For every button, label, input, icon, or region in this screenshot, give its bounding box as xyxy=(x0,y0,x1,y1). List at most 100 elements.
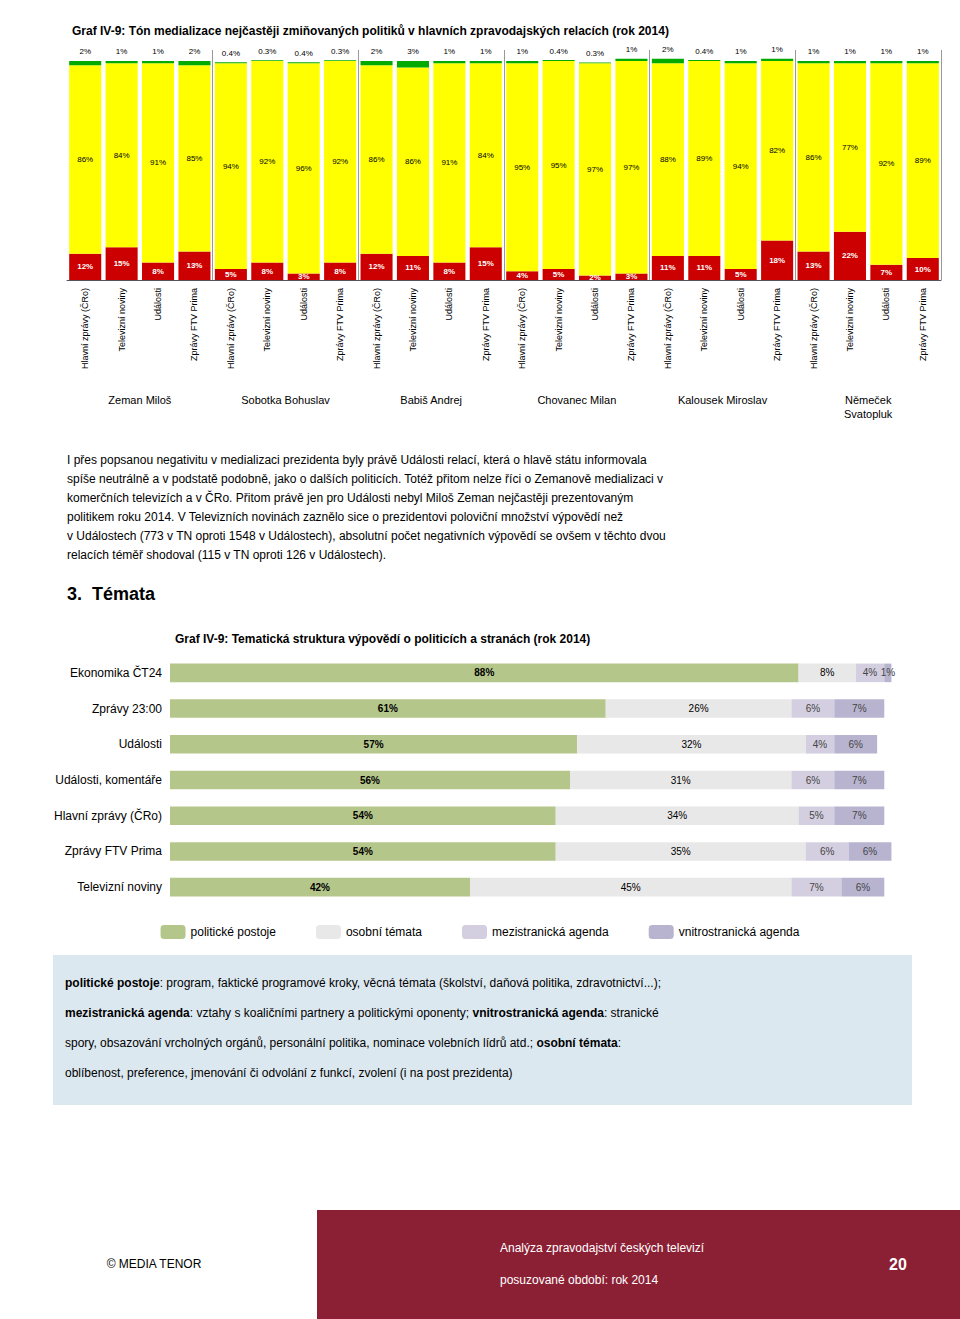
svg-text:92%: 92% xyxy=(259,157,275,166)
svg-text:: stranické: : stranické xyxy=(604,1006,659,1020)
svg-text:Graf IV-9: Tón medializace nej: Graf IV-9: Tón medializace nejčastěji zm… xyxy=(72,24,669,38)
svg-text:0.3%: 0.3% xyxy=(586,49,604,58)
svg-text:4%: 4% xyxy=(813,739,828,750)
svg-text:spíše neutrálně a v podstatě p: spíše neutrálně a v podstatě podobně, ja… xyxy=(67,472,663,486)
svg-text:22%: 22% xyxy=(842,251,858,260)
svg-text:3%: 3% xyxy=(626,272,638,281)
svg-text:posuzované období: rok 2014: posuzované období: rok 2014 xyxy=(500,1273,658,1287)
svg-text:3. Témata: 3. Témata xyxy=(67,584,156,604)
svg-text:7%: 7% xyxy=(852,703,867,714)
svg-text:politikem roku 2014. V Televiz: politikem roku 2014. V Televizních novin… xyxy=(67,510,623,524)
svg-text:Zprávy FTV Prima: Zprávy FTV Prima xyxy=(772,288,782,361)
svg-text:2%: 2% xyxy=(662,45,674,54)
svg-text:84%: 84% xyxy=(114,151,130,160)
svg-text:86%: 86% xyxy=(77,155,93,164)
svg-text:Chovanec Milan: Chovanec Milan xyxy=(537,394,616,406)
svg-text:34%: 34% xyxy=(667,810,687,821)
svg-text:5%: 5% xyxy=(735,270,747,279)
svg-text:4%: 4% xyxy=(516,271,528,280)
svg-text:Hlavní zprávy (ČRo): Hlavní zprávy (ČRo) xyxy=(80,288,90,369)
svg-text:2%: 2% xyxy=(189,47,201,56)
svg-text:Babiš Andrej: Babiš Andrej xyxy=(400,394,462,406)
svg-text:97%: 97% xyxy=(623,163,639,172)
svg-text:8%: 8% xyxy=(152,267,164,276)
svg-text:1%: 1% xyxy=(917,47,929,56)
svg-text:86%: 86% xyxy=(405,157,421,166)
svg-text:Televizní noviny: Televizní noviny xyxy=(554,288,564,352)
svg-text:2%: 2% xyxy=(79,47,91,56)
svg-text:45%: 45% xyxy=(621,882,641,893)
svg-text:96%: 96% xyxy=(296,164,312,173)
svg-text:89%: 89% xyxy=(696,154,712,163)
svg-text:: program, faktické programové: : program, faktické programové kroky, vě… xyxy=(160,976,661,990)
svg-text:3%: 3% xyxy=(298,272,310,281)
svg-text:0.4%: 0.4% xyxy=(222,49,240,58)
svg-text:politické postoje: politické postoje xyxy=(65,976,160,990)
svg-text:oblíbenost, preference, jmenov: oblíbenost, preference, jmenování či odv… xyxy=(65,1066,513,1080)
svg-text:Sobotka Bohuslav: Sobotka Bohuslav xyxy=(241,394,330,406)
svg-text:2%: 2% xyxy=(589,273,601,282)
svg-text:92%: 92% xyxy=(878,159,894,168)
svg-text:32%: 32% xyxy=(681,739,701,750)
svg-text:11%: 11% xyxy=(405,263,421,272)
svg-text:Televizní noviny: Televizní noviny xyxy=(408,288,418,352)
svg-text:Televizní noviny: Televizní noviny xyxy=(262,288,272,352)
svg-text:: vztahy s koaličními partnery: : vztahy s koaličními partnery a politic… xyxy=(190,1006,473,1020)
svg-text:54%: 54% xyxy=(353,846,373,857)
svg-text:politické postoje: politické postoje xyxy=(191,925,277,939)
svg-text:7%: 7% xyxy=(852,810,867,821)
svg-text:86%: 86% xyxy=(806,153,822,162)
svg-text:86%: 86% xyxy=(369,155,385,164)
svg-text:89%: 89% xyxy=(915,156,931,165)
svg-text:12%: 12% xyxy=(77,262,93,271)
svg-text:6%: 6% xyxy=(863,846,878,857)
svg-text:Ekonomika ČT24: Ekonomika ČT24 xyxy=(70,665,162,680)
svg-text:Události, komentáře: Události, komentáře xyxy=(55,773,162,787)
svg-text:vnitrostranická agenda: vnitrostranická agenda xyxy=(679,925,800,939)
svg-text:1%: 1% xyxy=(152,47,164,56)
svg-text:8%: 8% xyxy=(444,267,456,276)
svg-text:osobní témata: osobní témata xyxy=(346,925,422,939)
svg-text:56%: 56% xyxy=(360,775,380,786)
svg-text:Události: Události xyxy=(299,288,309,321)
svg-text:6%: 6% xyxy=(848,739,863,750)
svg-text:Zprávy FTV Prima: Zprávy FTV Prima xyxy=(626,288,636,361)
svg-text:1%: 1% xyxy=(626,45,638,54)
svg-text:95%: 95% xyxy=(514,163,530,172)
svg-text:Televizní noviny: Televizní noviny xyxy=(117,288,127,352)
svg-text:97%: 97% xyxy=(587,165,603,174)
svg-text:Zprávy FTV Prima: Zprávy FTV Prima xyxy=(65,844,163,858)
svg-text:Zprávy FTV Prima: Zprávy FTV Prima xyxy=(189,288,199,361)
svg-text:82%: 82% xyxy=(769,146,785,155)
svg-text:Události: Události xyxy=(736,288,746,321)
svg-text:0.4%: 0.4% xyxy=(550,47,568,56)
svg-text:84%: 84% xyxy=(478,151,494,160)
svg-text:Události: Události xyxy=(153,288,163,321)
svg-text:Zprávy FTV Prima: Zprávy FTV Prima xyxy=(335,288,345,361)
svg-text:0.4%: 0.4% xyxy=(695,47,713,56)
svg-text:4%: 4% xyxy=(863,667,878,678)
svg-text:Televizní noviny: Televizní noviny xyxy=(845,288,855,352)
svg-text:Hlavní zprávy (ČRo): Hlavní zprávy (ČRo) xyxy=(226,288,236,369)
svg-text:© MEDIA TENOR: © MEDIA TENOR xyxy=(107,1257,202,1271)
svg-text::: : xyxy=(618,1036,621,1050)
svg-text:94%: 94% xyxy=(733,162,749,171)
svg-text:1%: 1% xyxy=(881,47,893,56)
svg-text:Televizní noviny: Televizní noviny xyxy=(699,288,709,352)
svg-text:31%: 31% xyxy=(671,775,691,786)
svg-text:Události: Události xyxy=(881,288,891,321)
svg-text:Zprávy FTV Prima: Zprávy FTV Prima xyxy=(481,288,491,361)
svg-text:91%: 91% xyxy=(441,158,457,167)
svg-text:Události: Události xyxy=(590,288,600,321)
svg-text:spory, obsazování vrcholných o: spory, obsazování vrcholných orgánů, per… xyxy=(65,1036,536,1050)
svg-text:61%: 61% xyxy=(378,703,398,714)
svg-text:13%: 13% xyxy=(186,261,202,270)
svg-text:1%: 1% xyxy=(516,47,528,56)
svg-text:mezistranická agenda: mezistranická agenda xyxy=(492,925,609,939)
svg-text:7%: 7% xyxy=(852,775,867,786)
svg-text:5%: 5% xyxy=(809,810,824,821)
svg-text:Němeček: Němeček xyxy=(845,394,892,406)
svg-text:Hlavní zprávy (ČRo): Hlavní zprávy (ČRo) xyxy=(54,808,162,823)
svg-text:1%: 1% xyxy=(771,45,783,54)
svg-text:11%: 11% xyxy=(660,263,676,272)
